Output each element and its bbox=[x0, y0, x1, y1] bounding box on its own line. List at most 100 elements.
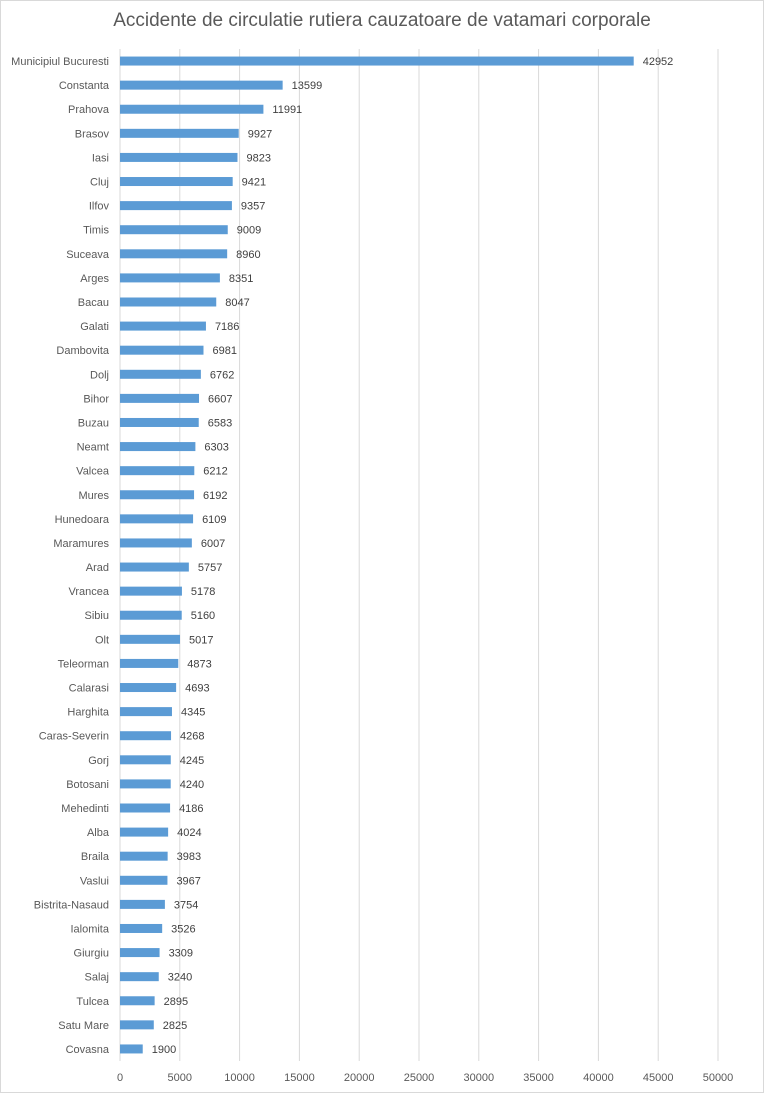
bar bbox=[120, 297, 217, 307]
category-label: Calarasi bbox=[69, 683, 109, 695]
value-label: 6109 bbox=[202, 514, 226, 526]
category-label: Salaj bbox=[85, 972, 109, 984]
category-label: Brasov bbox=[75, 128, 110, 140]
x-tick-label: 25000 bbox=[404, 1072, 435, 1084]
bar bbox=[120, 417, 199, 427]
bar bbox=[120, 369, 201, 379]
category-label: Giurgiu bbox=[74, 948, 109, 960]
category-label: Gorj bbox=[88, 755, 109, 767]
bar bbox=[120, 586, 182, 596]
bar bbox=[120, 658, 179, 668]
value-label: 3309 bbox=[169, 948, 193, 960]
category-label: Caras-Severin bbox=[39, 731, 109, 743]
value-label: 11991 bbox=[272, 104, 302, 116]
bar bbox=[120, 249, 228, 259]
x-tick-label: 10000 bbox=[224, 1072, 255, 1084]
value-label: 5160 bbox=[191, 610, 215, 622]
bar bbox=[120, 996, 155, 1006]
bar bbox=[120, 128, 239, 138]
value-label: 6303 bbox=[204, 442, 228, 454]
bar bbox=[120, 201, 232, 211]
value-label: 9009 bbox=[237, 225, 261, 237]
value-label: 4873 bbox=[187, 658, 211, 670]
category-label: Mures bbox=[78, 490, 109, 502]
value-label: 4240 bbox=[180, 779, 204, 791]
value-label: 6762 bbox=[210, 369, 234, 381]
category-label: Braila bbox=[81, 851, 110, 863]
chart-title: Accidente de circulatie rutiera cauzatoa… bbox=[113, 10, 651, 31]
category-label: Hunedoara bbox=[55, 514, 110, 526]
bar bbox=[120, 875, 168, 885]
value-label: 7186 bbox=[215, 321, 239, 333]
value-label: 5178 bbox=[191, 586, 215, 598]
category-label: Teleorman bbox=[58, 658, 109, 670]
bar bbox=[120, 538, 192, 548]
value-label: 4345 bbox=[181, 707, 205, 719]
category-label: Bacau bbox=[78, 297, 109, 309]
bar bbox=[120, 225, 228, 235]
bar bbox=[120, 562, 189, 572]
value-label: 6212 bbox=[203, 466, 227, 478]
bar bbox=[120, 707, 172, 717]
value-label: 3240 bbox=[168, 972, 192, 984]
value-label: 9927 bbox=[248, 128, 272, 140]
bar bbox=[120, 393, 200, 403]
gridlines bbox=[119, 49, 719, 1061]
bar bbox=[120, 1020, 154, 1030]
bar bbox=[120, 152, 238, 162]
value-label: 4245 bbox=[180, 755, 204, 767]
category-label: Olt bbox=[95, 634, 109, 646]
category-label: Timis bbox=[83, 225, 109, 237]
category-label: Ialomita bbox=[70, 923, 109, 935]
bar bbox=[120, 634, 181, 644]
x-axis-ticks: 0 5000 10000 15000 20000 25000 30000 35000 40000… bbox=[117, 1072, 733, 1084]
bar bbox=[120, 610, 182, 620]
bar bbox=[120, 851, 168, 861]
category-labels: Municipiul Bucuresti Constanta Prahova Bras… bbox=[11, 56, 110, 1056]
value-label: 8047 bbox=[225, 297, 249, 309]
category-label: Iasi bbox=[92, 152, 109, 164]
bar bbox=[120, 490, 195, 500]
value-label: 2895 bbox=[164, 996, 188, 1008]
category-label: Sibiu bbox=[85, 610, 109, 622]
value-label: 3983 bbox=[177, 851, 201, 863]
category-label: Arad bbox=[86, 562, 109, 574]
category-label: Dolj bbox=[90, 369, 109, 381]
bar bbox=[120, 827, 169, 837]
category-label: Valcea bbox=[76, 466, 110, 478]
bar bbox=[120, 273, 220, 283]
value-label: 6007 bbox=[201, 538, 225, 550]
x-tick-label: 20000 bbox=[344, 1072, 375, 1084]
x-tick-label: 40000 bbox=[583, 1072, 614, 1084]
value-label: 13599 bbox=[292, 80, 323, 92]
bar bbox=[120, 177, 233, 187]
value-label: 42952 bbox=[643, 56, 674, 68]
bars bbox=[120, 56, 634, 1054]
value-label: 4024 bbox=[177, 827, 201, 839]
category-label: Constanta bbox=[59, 80, 110, 92]
bar bbox=[120, 948, 160, 958]
bar bbox=[120, 466, 195, 476]
bar bbox=[120, 803, 171, 813]
category-label: Buzau bbox=[78, 417, 109, 429]
value-label: 6583 bbox=[208, 417, 232, 429]
category-label: Tulcea bbox=[76, 996, 109, 1008]
category-label: Vrancea bbox=[68, 586, 109, 598]
x-tick-label: 45000 bbox=[643, 1072, 674, 1084]
bar bbox=[120, 779, 171, 789]
x-tick-label: 5000 bbox=[168, 1072, 192, 1084]
value-label: 8351 bbox=[229, 273, 253, 285]
bar bbox=[120, 683, 177, 693]
bar bbox=[120, 321, 206, 331]
value-label: 8960 bbox=[236, 249, 260, 261]
value-label: 4268 bbox=[180, 731, 204, 743]
category-label: Botosani bbox=[66, 779, 109, 791]
category-label: Mehedinti bbox=[61, 803, 109, 815]
category-label: Bihor bbox=[83, 393, 109, 405]
category-label: Municipiul Bucuresti bbox=[11, 56, 109, 68]
bar bbox=[120, 80, 283, 90]
bar bbox=[120, 923, 163, 933]
bar bbox=[120, 755, 171, 765]
value-label: 2825 bbox=[163, 1020, 187, 1032]
